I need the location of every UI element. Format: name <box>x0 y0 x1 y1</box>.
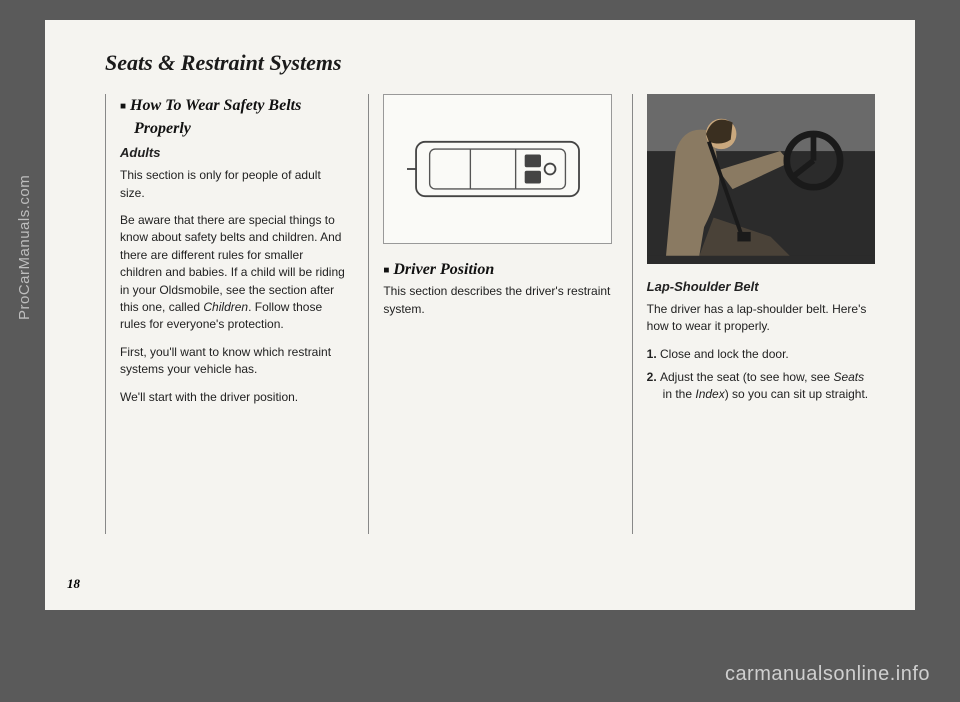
step-text: Close and lock the door. <box>660 347 789 361</box>
page-number: 18 <box>67 576 80 592</box>
step-text: ) so you can sit up straight. <box>725 387 868 401</box>
paragraph: First, you'll want to know which restrai… <box>120 344 348 379</box>
step-number: 1. <box>647 347 660 361</box>
column-3: Lap-Shoulder Belt The driver has a lap-s… <box>632 94 875 534</box>
heading-text-1: How To Wear Safety Belts <box>130 97 301 114</box>
page-title: Seats & Restraint Systems <box>105 50 875 76</box>
text-run: Be aware that there are special things t… <box>120 213 345 314</box>
section-heading-driver-position: ■ Driver Position <box>383 258 611 281</box>
bullet-icon: ■ <box>120 101 126 112</box>
emphasis-index: Index <box>695 387 724 401</box>
heading-text: Driver Position <box>393 261 494 278</box>
watermark-side: ProCarManuals.com <box>16 175 33 320</box>
emphasis-seats: Seats <box>833 370 864 384</box>
column-2: ■ Driver Position This section describes … <box>368 94 611 534</box>
paragraph: Be aware that there are special things t… <box>120 212 348 334</box>
paragraph: The driver has a lap-shoulder belt. Here… <box>647 301 875 336</box>
step-text: in the <box>663 387 696 401</box>
column-1: ■ How To Wear Safety Belts Properly Adult… <box>105 94 348 534</box>
bullet-icon: ■ <box>383 265 389 276</box>
steps-list: 1. Close and lock the door. 2. Adjust th… <box>647 346 875 404</box>
emphasis-children: Children <box>203 300 248 314</box>
paragraph: We'll start with the driver position. <box>120 389 348 406</box>
car-top-view-icon <box>407 109 588 229</box>
step-text: Adjust the seat (to see how, see <box>660 370 833 384</box>
figure-driver-photo <box>647 94 875 264</box>
list-item: 2. Adjust the seat (to see how, see Seat… <box>647 369 875 404</box>
section-heading-safety-belts: ■ How To Wear Safety Belts Properly <box>120 94 348 140</box>
figure-top-view-car <box>383 94 611 244</box>
column-container: ■ How To Wear Safety Belts Properly Adult… <box>105 94 875 534</box>
paragraph: This section is only for people of adult… <box>120 167 348 202</box>
step-number: 2. <box>647 370 660 384</box>
driver-seated-icon <box>647 94 875 256</box>
manual-page: Seats & Restraint Systems ■ How To Wear S… <box>45 20 915 610</box>
subheading-adults: Adults <box>120 144 348 163</box>
subheading-lap-shoulder: Lap-Shoulder Belt <box>647 278 875 297</box>
paragraph: This section describes the driver's rest… <box>383 283 611 318</box>
heading-text-2: Properly <box>134 117 348 140</box>
watermark-bottom: carmanualsonline.info <box>725 663 930 686</box>
list-item: 1. Close and lock the door. <box>647 346 875 363</box>
